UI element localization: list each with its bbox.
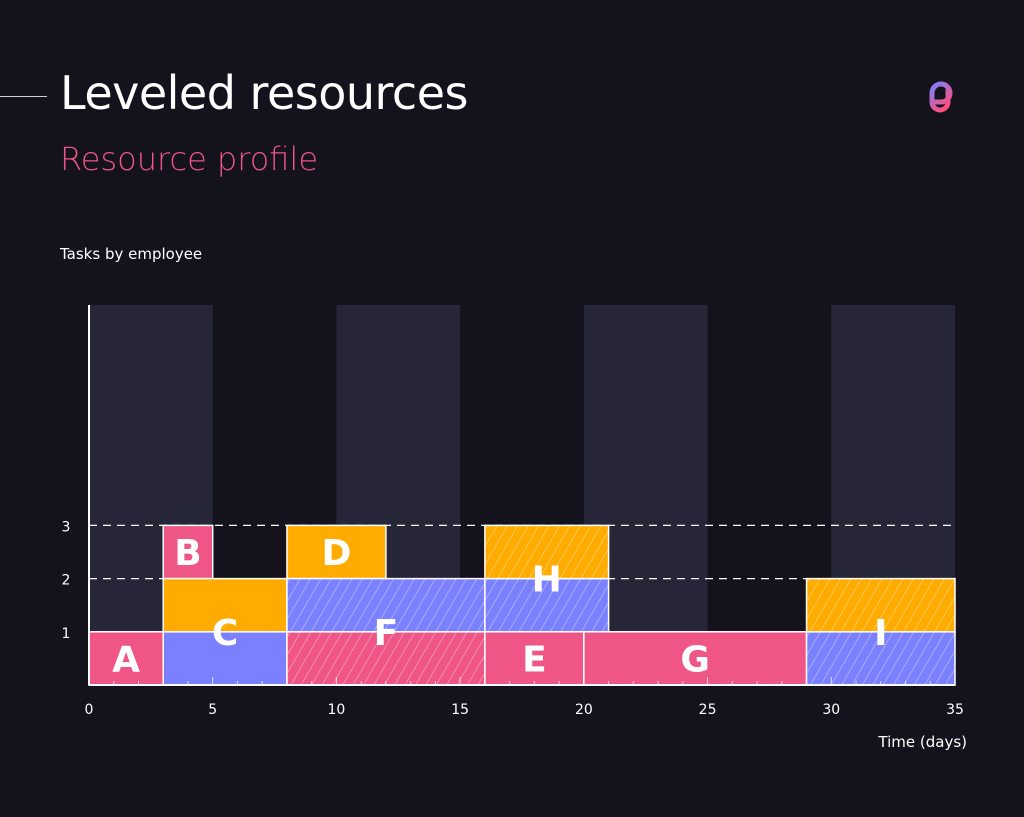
task-label: C (212, 613, 238, 654)
x-tick-label: 35 (946, 702, 964, 718)
task-label: A (112, 639, 140, 680)
hatch-overlay (286, 578, 485, 632)
task-bar-e (484, 631, 585, 686)
header-rule (0, 96, 47, 97)
task-label: F (374, 613, 399, 654)
y-tick-label: 1 (62, 626, 71, 642)
x-tick-label: 20 (575, 702, 593, 718)
y-tick-label: 3 (62, 519, 71, 535)
task-label: G (680, 639, 710, 680)
task-bar-b (162, 524, 214, 580)
y-tick-label: 2 (62, 573, 71, 589)
x-tick-label: 15 (451, 702, 469, 718)
task-label: B (174, 533, 201, 574)
x-tick-label: 10 (328, 702, 346, 718)
task-bar-c (162, 577, 288, 633)
task-bar-g (583, 631, 808, 686)
x-tick-label: 5 (208, 702, 217, 718)
task-label: E (522, 639, 547, 680)
hatch-overlay (286, 631, 485, 685)
chart-title: Tasks by employee (60, 245, 203, 263)
task-bar-c (162, 631, 288, 686)
hatch-overlay (484, 525, 609, 579)
hatch-overlay (806, 578, 955, 632)
page-subtitle: Resource profile (60, 140, 318, 178)
x-tick-label: 0 (85, 702, 94, 718)
page-title: Leveled resources (60, 66, 468, 120)
task-label: H (532, 560, 562, 601)
task-label: D (321, 533, 351, 574)
task-label: I (874, 613, 887, 654)
x-axis-label: Time (days) (877, 733, 967, 751)
hatch-overlay (806, 631, 955, 685)
logo-icon (918, 74, 964, 120)
x-tick-label: 30 (822, 702, 840, 718)
hatch-overlay (484, 578, 609, 632)
x-tick-label: 25 (699, 702, 717, 718)
